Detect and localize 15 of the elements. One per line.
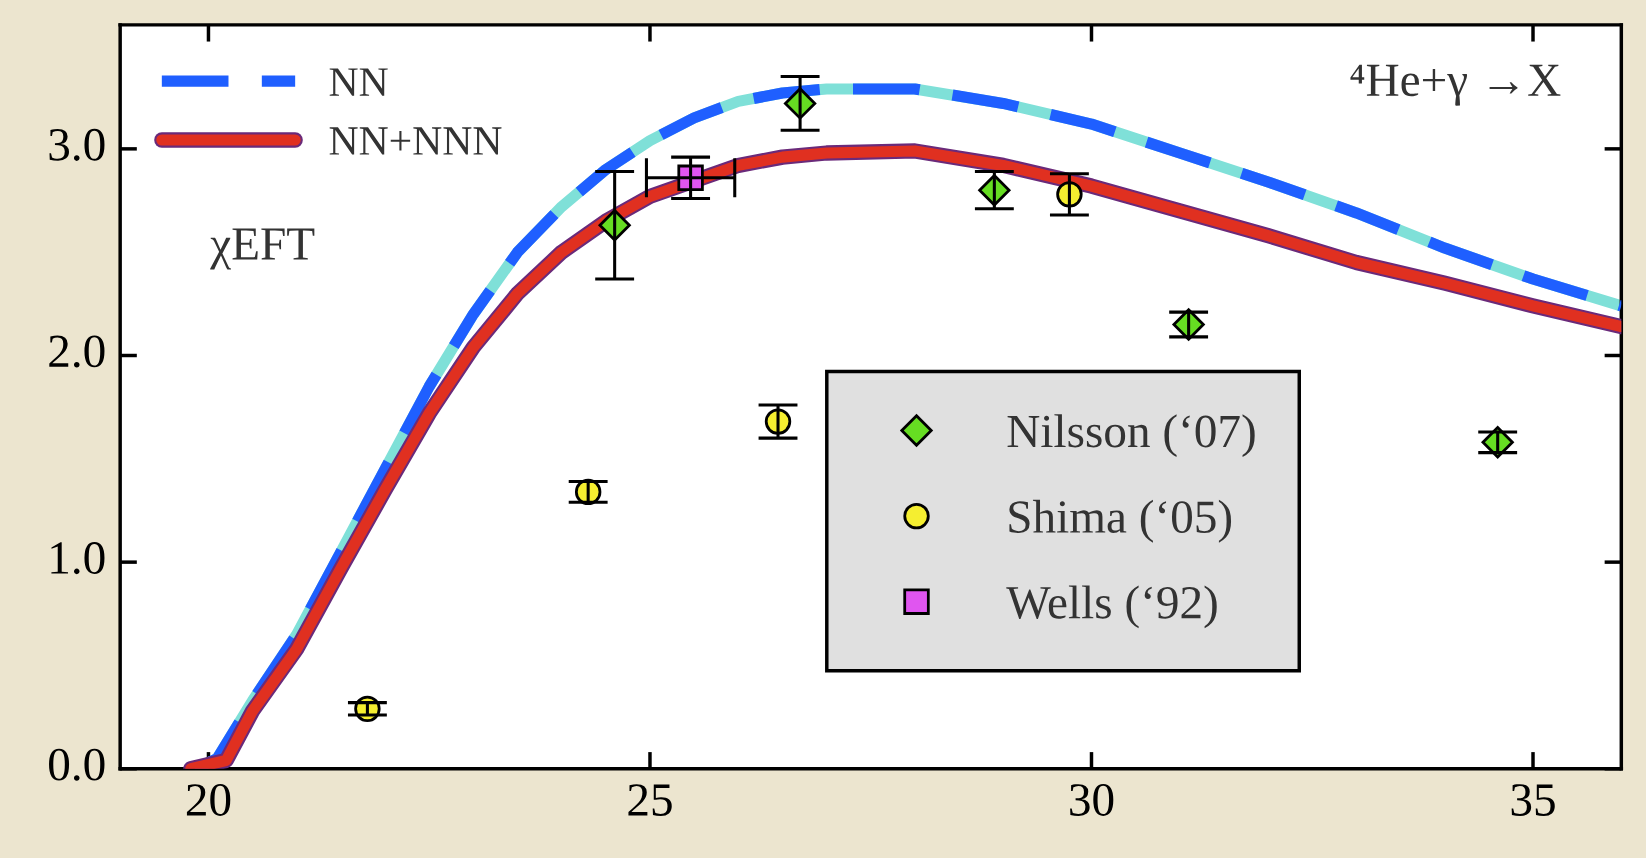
legend-label: NN (329, 68, 388, 96)
x-tick-label: 30 (1070, 784, 1114, 816)
annotation: ⁴He+γ →X (1350, 64, 1561, 106)
x-tick-label: 35 (1511, 784, 1555, 816)
annotation: χEFT (210, 228, 315, 270)
y-tick-label: 0.0 (49, 748, 105, 781)
legend-label: Shima (‘05) (1009, 499, 1232, 543)
y-tick-label: 1.0 (51, 542, 105, 575)
y-tick-label: 3.0 (49, 128, 105, 161)
legend-label: Nilsson (‘07) (1007, 414, 1255, 458)
legend-label: NN+NNN (329, 127, 502, 155)
x-tick-label: 20 (186, 784, 231, 816)
y-tick-label: 2.0 (49, 335, 105, 368)
legend-label: Wells (‘92) (1006, 585, 1217, 629)
x-tick-label: 25 (628, 784, 672, 816)
